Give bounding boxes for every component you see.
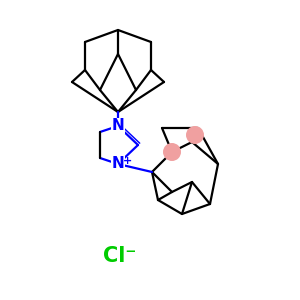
Circle shape [163, 143, 181, 161]
Text: N: N [112, 118, 124, 134]
Circle shape [186, 126, 204, 144]
Text: Cl⁻: Cl⁻ [103, 246, 137, 266]
Text: N: N [112, 157, 124, 172]
Text: +: + [122, 156, 132, 166]
